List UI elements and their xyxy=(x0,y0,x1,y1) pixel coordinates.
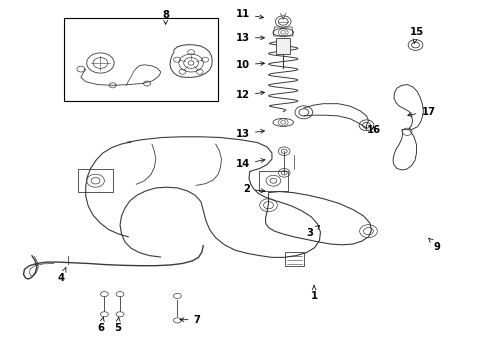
Text: 15: 15 xyxy=(410,27,423,43)
Text: 2: 2 xyxy=(243,184,265,194)
Ellipse shape xyxy=(116,292,124,297)
Ellipse shape xyxy=(100,312,108,317)
Bar xyxy=(64,18,218,101)
Text: 8: 8 xyxy=(162,10,169,24)
Text: 14: 14 xyxy=(236,158,265,169)
Text: 3: 3 xyxy=(307,225,319,238)
Text: 11: 11 xyxy=(236,9,264,19)
Ellipse shape xyxy=(173,293,181,298)
Text: 5: 5 xyxy=(114,317,121,333)
Text: 10: 10 xyxy=(236,60,265,70)
Ellipse shape xyxy=(116,312,124,317)
Text: 13: 13 xyxy=(236,33,265,43)
Ellipse shape xyxy=(100,292,108,297)
Text: 7: 7 xyxy=(180,315,200,325)
Text: 1: 1 xyxy=(311,285,318,301)
Text: 17: 17 xyxy=(408,107,436,117)
Text: 16: 16 xyxy=(367,125,380,135)
Ellipse shape xyxy=(273,28,294,36)
Text: 13: 13 xyxy=(236,129,265,139)
Polygon shape xyxy=(276,38,290,54)
Text: 6: 6 xyxy=(97,317,104,333)
Text: 4: 4 xyxy=(58,267,66,283)
Text: 9: 9 xyxy=(429,238,441,252)
Text: 12: 12 xyxy=(236,90,265,100)
Ellipse shape xyxy=(273,118,294,126)
Ellipse shape xyxy=(173,318,181,323)
